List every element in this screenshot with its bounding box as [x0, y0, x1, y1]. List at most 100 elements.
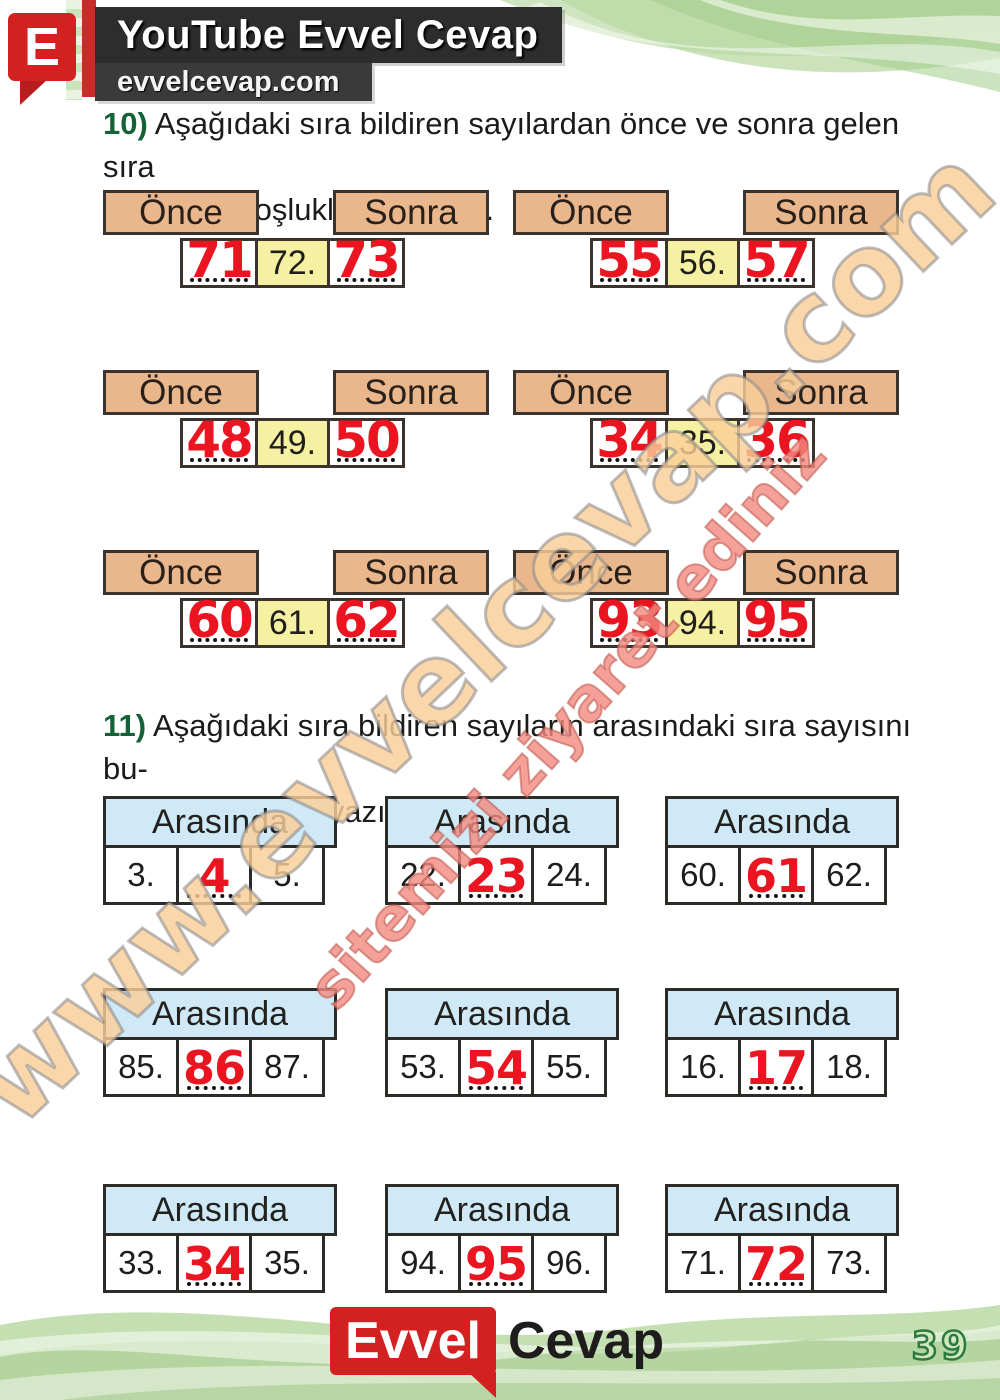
- answer-before: 55: [596, 231, 664, 289]
- sonra-label: Sonra: [774, 192, 868, 232]
- q11-box-4: Arasında 85. 86 87.: [103, 988, 337, 1100]
- given-cell: 72.: [255, 238, 330, 288]
- once-label: Önce: [549, 192, 633, 232]
- right-number: 55.: [546, 1048, 592, 1085]
- page-number: 39: [910, 1323, 971, 1370]
- left-number: 53.: [400, 1048, 446, 1085]
- left-number: 60.: [680, 856, 726, 893]
- answer-before: 60: [186, 591, 254, 649]
- once-label: Önce: [549, 372, 633, 412]
- q10-group-2: Önce Sonra 55 56. 57: [513, 190, 899, 294]
- dotted-line: [600, 278, 658, 282]
- right-number: 62.: [826, 856, 872, 893]
- answer-between: 17: [744, 1041, 808, 1095]
- sonra-header: Sonra: [333, 370, 489, 415]
- q11-box-5: Arasında 53. 54 55.: [385, 988, 619, 1100]
- arasinda-header: Arasında: [103, 796, 337, 848]
- q10-group-1: Önce Sonra 71 72. 73: [103, 190, 489, 294]
- arasinda-label: Arasında: [713, 994, 851, 1033]
- given-cell: 56.: [665, 238, 740, 288]
- answer-between: 54: [464, 1041, 528, 1095]
- arasinda-label: Arasında: [151, 994, 289, 1033]
- given-number: 94.: [678, 603, 727, 642]
- answer-between: 72: [744, 1237, 808, 1291]
- given-cell: 61.: [255, 598, 330, 648]
- right-number-cell: 24.: [531, 845, 607, 905]
- dotted-line: [747, 278, 805, 282]
- given-number: 56.: [678, 243, 727, 282]
- q11-box-2: Arasında 22. 23 24.: [385, 796, 619, 908]
- answer-cell-between: 4: [176, 845, 252, 905]
- arasinda-header: Arasında: [103, 1184, 337, 1236]
- answer-cell-after: 73: [327, 231, 405, 289]
- arasinda-header: Arasında: [665, 1184, 899, 1236]
- answer-cell-after: 36: [737, 411, 815, 469]
- sonra-label: Sonra: [364, 552, 458, 592]
- once-header: Önce: [513, 550, 669, 595]
- left-number-cell: 71.: [665, 1233, 741, 1293]
- footer-logo-red-box: Evvel: [330, 1307, 496, 1375]
- right-number-cell: 96.: [531, 1233, 607, 1293]
- right-number: 96.: [546, 1244, 592, 1281]
- sonra-label: Sonra: [364, 372, 458, 412]
- right-number-cell: 73.: [811, 1233, 887, 1293]
- left-number-cell: 16.: [665, 1037, 741, 1097]
- answer-after: 73: [333, 231, 401, 289]
- left-number-cell: 53.: [385, 1037, 461, 1097]
- right-number: 73.: [826, 1244, 872, 1281]
- once-header: Önce: [513, 370, 669, 415]
- question-10-text-line1: Aşağıdaki sıra bildiren sayılardan önce …: [103, 106, 900, 184]
- left-number: 85.: [118, 1048, 164, 1085]
- q11-box-1: Arasında 3. 4 5.: [103, 796, 337, 908]
- q11-box-7: Arasında 33. 34 35.: [103, 1184, 337, 1296]
- given-cell: 35.: [665, 418, 740, 468]
- answer-cell-before: 34: [590, 411, 668, 469]
- arasinda-label: Arasında: [433, 802, 571, 841]
- dotted-line: [749, 894, 803, 898]
- left-number-cell: 3.: [103, 845, 179, 905]
- left-number: 94.: [400, 1244, 446, 1281]
- arasinda-label: Arasında: [433, 1190, 571, 1229]
- answer-between: 23: [464, 849, 528, 903]
- answer-after: 36: [743, 411, 811, 469]
- answer-before: 48: [186, 411, 254, 469]
- once-header: Önce: [103, 550, 259, 595]
- footer-logo-secondary: Cevap: [508, 1312, 665, 1370]
- dotted-line: [747, 638, 805, 642]
- arasinda-label: Arasında: [151, 1190, 289, 1229]
- arasinda-label: Arasında: [713, 802, 851, 841]
- answer-before: 34: [596, 411, 664, 469]
- q10-group-6: Önce Sonra 93 94. 95: [513, 550, 899, 654]
- left-number-cell: 94.: [385, 1233, 461, 1293]
- arasinda-header: Arasında: [665, 988, 899, 1040]
- left-number-cell: 60.: [665, 845, 741, 905]
- answer-between: 86: [182, 1041, 246, 1095]
- question-11-text-line1: Aşağıdaki sıra bildiren sayıların arasın…: [103, 708, 912, 786]
- answer-between: 34: [182, 1237, 246, 1291]
- arasinda-label: Arasında: [151, 802, 289, 841]
- once-label: Önce: [139, 372, 223, 412]
- answer-between: 61: [744, 849, 808, 903]
- sonra-header: Sonra: [333, 550, 489, 595]
- answer-after: 57: [743, 231, 811, 289]
- footer-speech-tail-icon: [468, 1372, 496, 1398]
- dotted-line: [337, 458, 395, 462]
- once-label: Önce: [139, 192, 223, 232]
- right-number-cell: 35.: [249, 1233, 325, 1293]
- answer-cell-between: 61: [738, 845, 814, 905]
- given-number: 72.: [268, 243, 317, 282]
- right-number: 35.: [264, 1244, 310, 1281]
- right-number-cell: 55.: [531, 1037, 607, 1097]
- left-number: 16.: [680, 1048, 726, 1085]
- left-number-cell: 85.: [103, 1037, 179, 1097]
- dotted-line: [600, 458, 658, 462]
- answer-cell-between: 72: [738, 1233, 814, 1293]
- footer-logo-dark-text: Cevap: [508, 1307, 664, 1375]
- right-number: 87.: [264, 1048, 310, 1085]
- q11-box-3: Arasında 60. 61 62.: [665, 796, 899, 908]
- dotted-line: [600, 638, 658, 642]
- answer-cell-between: 86: [176, 1037, 252, 1097]
- banner-site: evvelcevap.com: [117, 65, 340, 98]
- sonra-label: Sonra: [774, 372, 868, 412]
- given-cell: 49.: [255, 418, 330, 468]
